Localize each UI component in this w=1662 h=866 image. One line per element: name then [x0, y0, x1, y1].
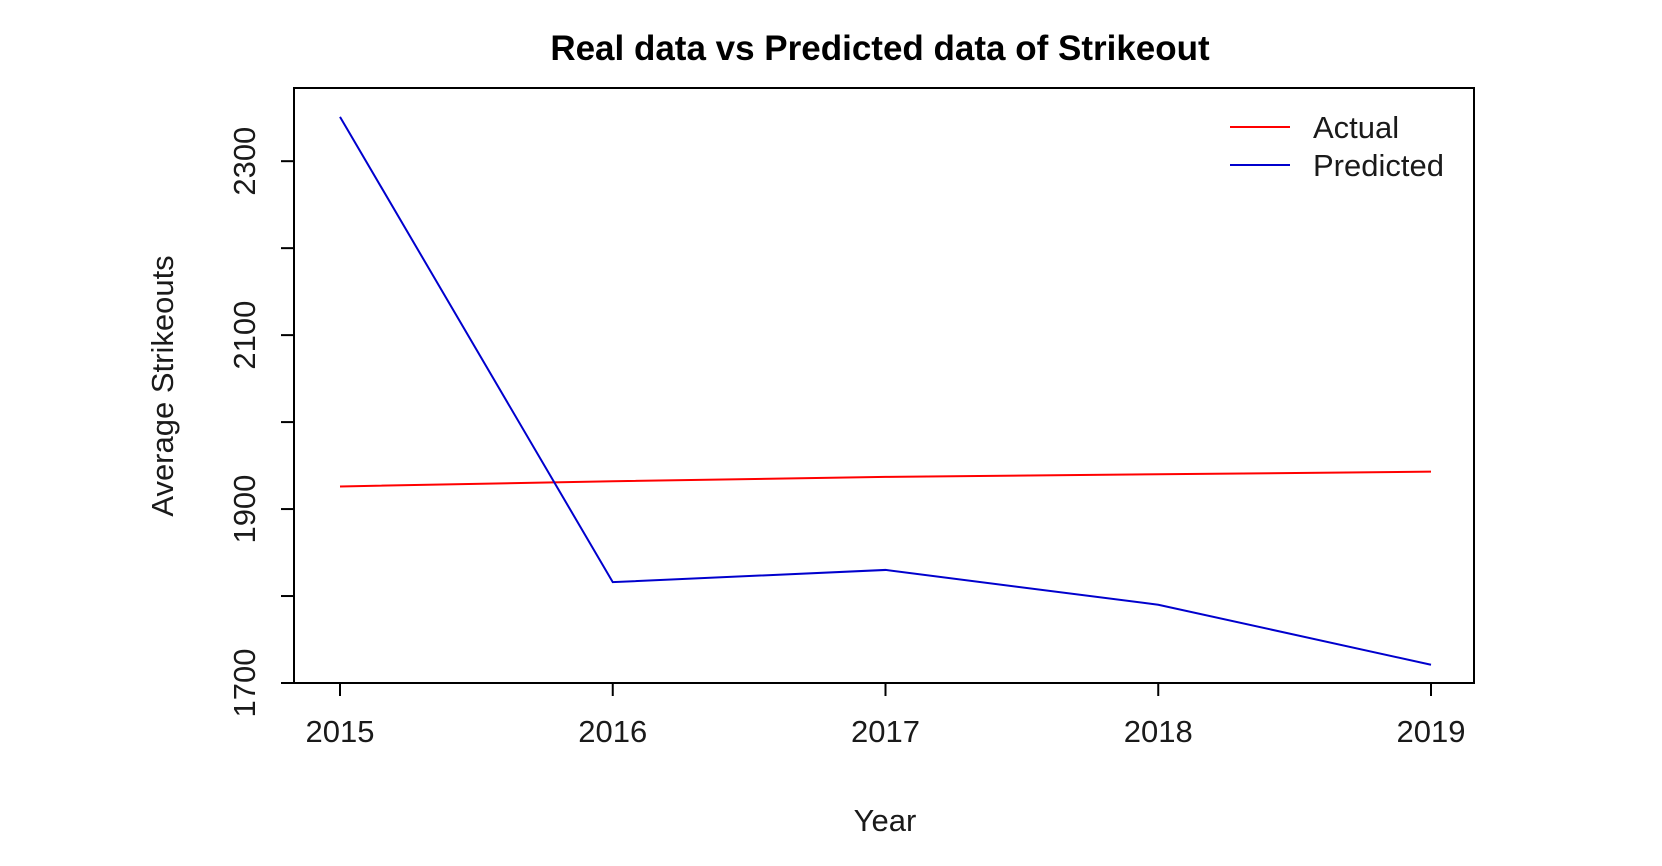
x-tick-label: 2015 — [306, 714, 375, 749]
x-tick-label: 2019 — [1397, 714, 1466, 749]
x-tick-label: 2016 — [578, 714, 647, 749]
x-tick-label: 2018 — [1124, 714, 1193, 749]
series-line-predicted — [339, 116, 1432, 666]
y-tick-label: 2300 — [227, 127, 262, 196]
y-axis-label: Average Strikeouts — [145, 255, 180, 516]
legend-label-predicted: Predicted — [1313, 148, 1444, 183]
x-axis: 2015 2016 2017 2018 2019 — [306, 682, 1466, 749]
series-layer — [339, 116, 1432, 666]
plot-area — [293, 87, 1475, 684]
series-line-actual — [339, 470, 1432, 488]
legend-label-actual: Actual — [1313, 110, 1399, 145]
y-axis: 1700 1900 2100 2300 — [227, 127, 295, 718]
x-axis-label: Year — [854, 803, 917, 838]
chart-title: Real data vs Predicted data of Strikeout — [550, 29, 1210, 68]
y-tick-label: 2100 — [227, 301, 262, 370]
x-tick-label: 2017 — [851, 714, 920, 749]
y-tick-label: 1900 — [227, 475, 262, 544]
y-tick-label: 1700 — [227, 649, 262, 718]
